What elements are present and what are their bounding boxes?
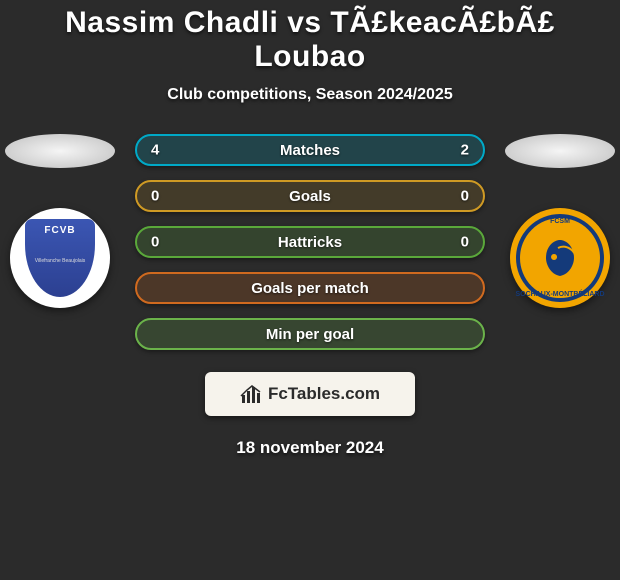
brand-badge: FcTables.com — [205, 372, 415, 416]
stat-row: Hattricks 0 0 — [135, 226, 485, 258]
bar-chart-icon — [240, 383, 262, 405]
player-right-photo — [505, 134, 615, 168]
player-right-column: FCSM SOCHAUX-MONTBÉLIARD — [500, 120, 620, 308]
lion-icon — [536, 234, 584, 282]
player-left-photo — [5, 134, 115, 168]
stat-value-right: 0 — [461, 234, 469, 251]
stat-value-left: 0 — [151, 188, 159, 205]
stat-label: Matches — [280, 142, 340, 159]
player-left-column: FCVB Villefranche Beaujolais — [0, 120, 120, 308]
footer-date: 18 november 2024 — [0, 416, 620, 458]
comparison-body: FCVB Villefranche Beaujolais FCSM SOCHAU… — [0, 120, 620, 458]
club-left-acronym: FCVB — [44, 225, 75, 236]
club-shield-left: FCVB Villefranche Beaujolais — [25, 219, 95, 297]
stat-value-right: 2 — [461, 142, 469, 159]
stat-row: Goals per match — [135, 272, 485, 304]
stat-row: Matches 4 2 — [135, 134, 485, 166]
comparison-card: Nassim Chadli vs TÃ£keacÃ£bÃ£ Loubao Clu… — [0, 0, 620, 458]
stat-value-left: 4 — [151, 142, 159, 159]
stat-row: Min per goal — [135, 318, 485, 350]
stat-row: Goals 0 0 — [135, 180, 485, 212]
club-right-acronym: FCSM — [510, 218, 610, 225]
page-subtitle: Club competitions, Season 2024/2025 — [0, 78, 620, 120]
stat-label: Goals — [289, 188, 331, 205]
brand-text: FcTables.com — [268, 384, 380, 404]
club-badge-right: FCSM SOCHAUX-MONTBÉLIARD — [510, 208, 610, 308]
page-title: Nassim Chadli vs TÃ£keacÃ£bÃ£ Loubao — [0, 0, 620, 78]
club-left-subtext: Villefranche Beaujolais — [35, 258, 86, 264]
club-right-subtext: SOCHAUX-MONTBÉLIARD — [510, 291, 610, 298]
stat-value-left: 0 — [151, 234, 159, 251]
stat-value-right: 0 — [461, 188, 469, 205]
stat-rows: Matches 4 2 Goals 0 0 Hattricks 0 0 Goals per mat… — [135, 120, 485, 350]
stat-label: Goals per match — [251, 280, 369, 297]
club-badge-left: FCVB Villefranche Beaujolais — [10, 208, 110, 308]
stat-label: Hattricks — [278, 234, 342, 251]
stat-label: Min per goal — [266, 326, 354, 343]
